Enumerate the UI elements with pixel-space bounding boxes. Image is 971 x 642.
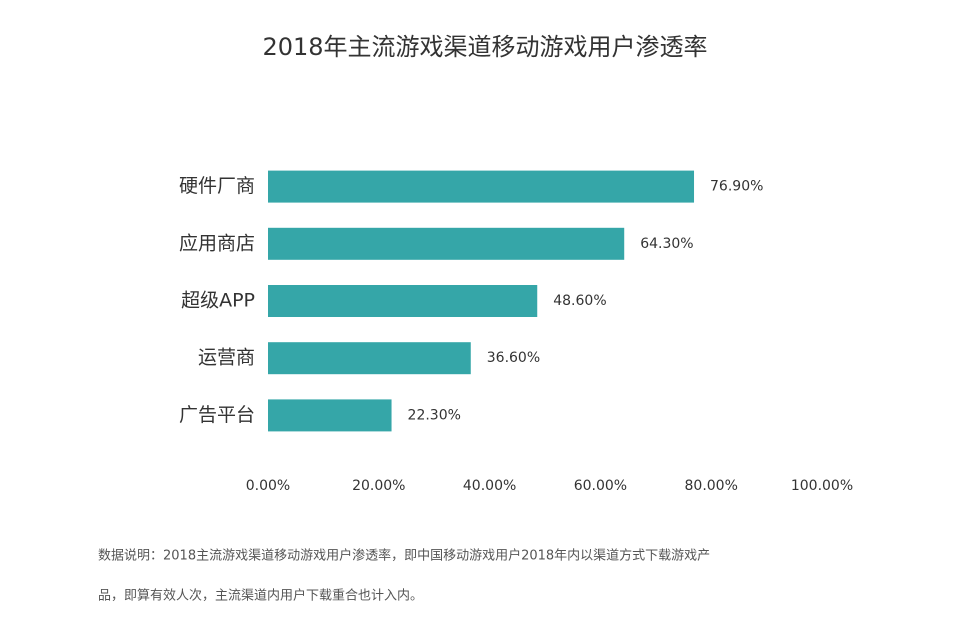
y-tick-label: 硬件厂商 — [179, 175, 255, 197]
y-tick-label: 应用商店 — [179, 232, 255, 254]
value-label: 36.60% — [487, 350, 540, 366]
x-tick-label: 60.00% — [574, 478, 627, 494]
footnote: 品，即算有效人次，主流渠道内用户下载重合也计入内。 — [98, 588, 423, 604]
y-tick-label: 广告平台 — [179, 404, 255, 426]
value-label: 64.30% — [640, 236, 693, 252]
bar — [268, 285, 538, 317]
bar — [268, 399, 392, 432]
footnote: 数据说明：2018主流游戏渠道移动游戏用户渗透率，即中国移动游戏用户2018年内… — [98, 548, 710, 564]
x-tick-label: 100.00% — [791, 478, 853, 494]
value-label: 76.90% — [710, 179, 763, 195]
y-tick-label: 超级APP — [181, 290, 255, 312]
value-label: 48.60% — [553, 293, 606, 309]
bar — [268, 227, 625, 260]
x-tick-label: 20.00% — [352, 478, 405, 494]
y-tick-label: 运营商 — [198, 347, 255, 369]
x-tick-label: 0.00% — [246, 478, 290, 494]
bar — [268, 170, 695, 203]
bar — [268, 342, 471, 375]
x-tick-label: 80.00% — [685, 478, 738, 494]
x-tick-label: 40.00% — [463, 478, 516, 494]
value-label: 22.30% — [408, 407, 461, 423]
chart-title: 2018年主流游戏渠道移动游戏用户渗透率 — [262, 33, 707, 61]
